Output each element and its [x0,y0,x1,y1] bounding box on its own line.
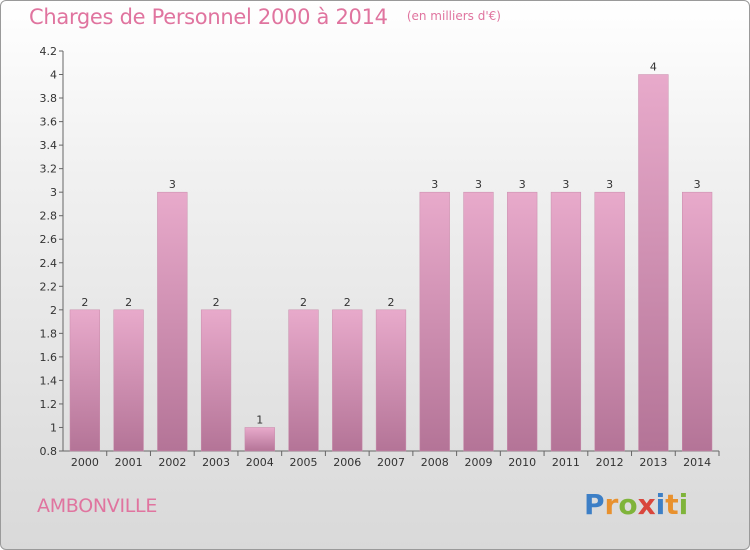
x-tick-label: 2012 [596,456,624,469]
bar-value-label: 3 [606,178,613,191]
bar-2013[interactable] [638,74,669,452]
x-tick-label: 2007 [377,456,405,469]
bar-value-label: 3 [519,178,526,191]
y-tick-label: 4.2 [40,45,58,58]
y-tick-label: 3.4 [40,139,58,152]
x-tick-label: 2013 [639,456,667,469]
x-tick-label: 2000 [71,456,99,469]
bar-2001[interactable] [113,309,144,452]
y-tick-label: 1.6 [40,351,58,364]
x-tick-label: 2005 [290,456,318,469]
y-tick-label: 1 [50,421,57,434]
x-tick-label: 2008 [421,456,449,469]
bars [69,74,713,452]
bar-2011[interactable] [550,191,582,452]
y-tick-label: 0.8 [40,445,58,458]
y-tick-label: 3.6 [40,116,58,129]
bar-value-label: 2 [388,296,395,309]
title-row: Charges de Personnel 2000 à 2014 (en mil… [29,5,501,29]
place-name: AMBONVILLE [37,495,158,517]
y-tick-label: 2.6 [40,233,58,246]
bar-value-label: 3 [475,178,482,191]
y-tick-label: 2.4 [40,257,58,270]
bar-2004[interactable] [244,427,275,452]
y-tick-label: 1.8 [40,327,58,340]
y-tick-label: 1.4 [40,374,58,387]
bar-value-label: 4 [650,61,657,74]
bar-2010[interactable] [507,191,538,452]
bar-2002[interactable] [157,191,188,452]
bar-2007[interactable] [375,309,407,452]
x-tick-label: 2006 [333,456,361,469]
y-axis: 0.8 1 1.2 1.4 1.6 1.8 2 2.2 2.4 2.6 2.8 3 3.2 3.4 3.6 3… [40,45,64,458]
bar-value-label: 3 [169,178,176,191]
bar-2009[interactable] [463,191,494,452]
x-tick-label: 2003 [202,456,230,469]
x-tick-label: 2002 [158,456,186,469]
bar-2003[interactable] [200,309,232,452]
y-tick-label: 3.2 [40,163,58,176]
y-tick-label: 3.8 [40,92,58,105]
bar-2012[interactable] [594,191,625,452]
bar-2008[interactable] [419,191,450,452]
bar-2005[interactable] [288,309,319,452]
value-labels: 2 2 3 2 1 2 2 2 3 3 3 3 3 4 3 [81,61,700,427]
x-tick-label: 2011 [552,456,580,469]
y-tick-label: 2 [50,304,57,317]
y-tick-label: 4 [50,69,57,82]
bar-2014[interactable] [682,191,713,452]
bar-value-label: 2 [81,296,88,309]
bar-value-label: 3 [694,178,701,191]
proxiti-logo[interactable]: Proxiti [584,488,689,521]
bar-value-label: 2 [300,296,307,309]
x-tick-label: 2009 [464,456,492,469]
y-tick-label: 2.8 [40,210,58,223]
y-tick-label: 2.2 [40,280,58,293]
x-tick-label: 2014 [683,456,711,469]
bar-2000[interactable] [69,309,100,452]
y-tick-label: 3 [50,186,57,199]
bar-value-label: 1 [256,413,263,426]
bar-value-label: 2 [125,296,132,309]
bar-value-label: 2 [344,296,351,309]
chart-title: Charges de Personnel 2000 à 2014 [29,5,388,29]
x-axis: 2000 2001 2002 2003 2004 2005 2006 2007 2008 2009… [63,450,720,469]
x-tick-label: 2010 [508,456,536,469]
chart-unit: (en milliers d'€) [406,9,501,23]
y-tick-label: 1.2 [40,398,58,411]
x-tick-label: 2004 [246,456,274,469]
bar-value-label: 2 [213,296,220,309]
bar-value-label: 3 [562,178,569,191]
bar-2006[interactable] [332,309,363,452]
x-tick-label: 2001 [115,456,143,469]
bar-value-label: 3 [431,178,438,191]
